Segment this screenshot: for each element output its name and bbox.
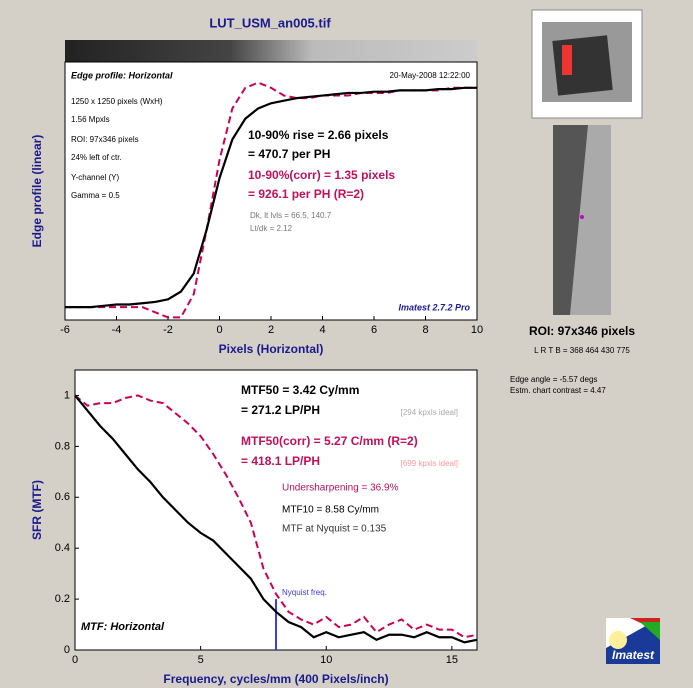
annotation: Y-channel (Y) <box>71 173 120 182</box>
y-axis-label: Edge profile (linear) <box>30 135 44 248</box>
annotation: MTF: Horizontal <box>81 621 165 633</box>
annotation: 20-May-2008 12:22:00 <box>390 71 471 80</box>
annotation: [294 kpxls ideal] <box>401 408 458 417</box>
annotation: MTF50(corr) = 5.27 C/mm (R=2) <box>241 434 418 448</box>
nyquist-label: Nyquist freq. <box>282 588 327 597</box>
y-tick-label: 1 <box>64 389 70 401</box>
annotation: 1250 x 1250 pixels (WxH) <box>71 97 163 106</box>
annotation: Dk, lt lvls = 66.5, 140.7 <box>250 211 332 220</box>
y-tick-label: 0 <box>64 644 70 656</box>
x-tick-label: 10 <box>471 324 483 336</box>
y-tick-label: 0.2 <box>55 593 70 605</box>
x-tick-label: -2 <box>163 324 173 336</box>
x-tick-label: 10 <box>320 654 332 666</box>
annotation: Undersharpening = 36.9% <box>282 483 399 494</box>
annotation: MTF50 = 3.42 Cy/mm <box>241 383 359 397</box>
x-tick-label: 0 <box>72 654 78 666</box>
roi-image <box>553 125 611 315</box>
annotation: = 470.7 per PH <box>248 147 330 161</box>
annotation: MTF at Nyquist = 0.135 <box>282 524 387 535</box>
x-tick-label: 6 <box>371 324 377 336</box>
logo-text: Imatest <box>612 648 655 662</box>
annotation: ROI: 97x346 pixels <box>71 135 139 144</box>
annotation: = 271.2 LP/PH <box>241 403 320 417</box>
contrast: Estm. chart contrast = 4.47 <box>510 386 606 395</box>
y-tick-label: 0.6 <box>55 491 70 503</box>
annotation: Imatest 2.7.2 Pro <box>398 302 470 312</box>
x-axis-label: Frequency, cycles/mm (400 Pixels/inch) <box>163 672 388 686</box>
annotation: 24% left of ctr. <box>71 153 122 162</box>
x-tick-label: -6 <box>60 324 70 336</box>
x-tick-label: 8 <box>422 324 428 336</box>
series-line <box>65 81 477 319</box>
annotation: Gamma = 0.5 <box>71 191 120 200</box>
thumbnail <box>531 9 643 119</box>
x-tick-label: 15 <box>446 654 458 666</box>
annotation: 1.56 Mpxls <box>71 115 110 124</box>
y-axis-label: SFR (MTF) <box>30 480 44 540</box>
roi-bounds: L R T B = 368 464 430 775 <box>534 346 630 355</box>
x-tick-label: 4 <box>319 324 325 336</box>
annotation: [699 kpxls ideal] <box>401 459 458 468</box>
series-line <box>74 394 478 639</box>
annotation: 10-90% rise = 2.66 pixels <box>248 128 389 142</box>
annotation: = 418.1 LP/PH <box>241 454 320 468</box>
annotation: Lt/dk = 2.12 <box>250 224 293 233</box>
title: LUT_USM_an005.tif <box>209 15 331 30</box>
x-tick-label: 5 <box>198 654 204 666</box>
series-line <box>65 86 477 309</box>
edge-angle: Edge angle = -5.57 degs <box>510 375 597 384</box>
y-tick-label: 0.8 <box>55 440 70 452</box>
annotation: 10-90%(corr) = 1.35 pixels <box>248 168 395 182</box>
y-tick-label: 0.4 <box>55 542 70 554</box>
x-tick-label: 2 <box>268 324 274 336</box>
roi-label: ROI: 97x346 pixels <box>529 324 635 338</box>
x-axis-label: Pixels (Horizontal) <box>219 342 324 356</box>
annotation: MTF10 = 8.58 Cy/mm <box>282 505 379 516</box>
logo: Imatest <box>606 618 660 664</box>
annotation: = 926.1 per PH (R=2) <box>248 187 364 201</box>
plot-area <box>64 61 478 321</box>
series-line <box>74 394 478 644</box>
x-tick-label: -4 <box>112 324 122 336</box>
edge-gradient <box>65 40 477 62</box>
x-tick-label: 0 <box>216 324 222 336</box>
annotation: Edge profile: Horizontal <box>71 70 173 80</box>
